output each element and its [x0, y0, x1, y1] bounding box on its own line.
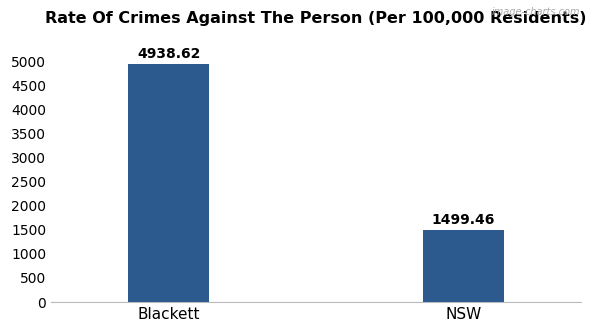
Text: image-charts.com: image-charts.com	[492, 7, 580, 17]
Bar	[423, 230, 504, 302]
Text: 4938.62: 4938.62	[137, 47, 201, 61]
Bar	[128, 64, 210, 302]
Text: 1499.46: 1499.46	[432, 213, 495, 227]
Title: Rate Of Crimes Against The Person (Per 100,000 Residents): Rate Of Crimes Against The Person (Per 1…	[45, 11, 587, 26]
